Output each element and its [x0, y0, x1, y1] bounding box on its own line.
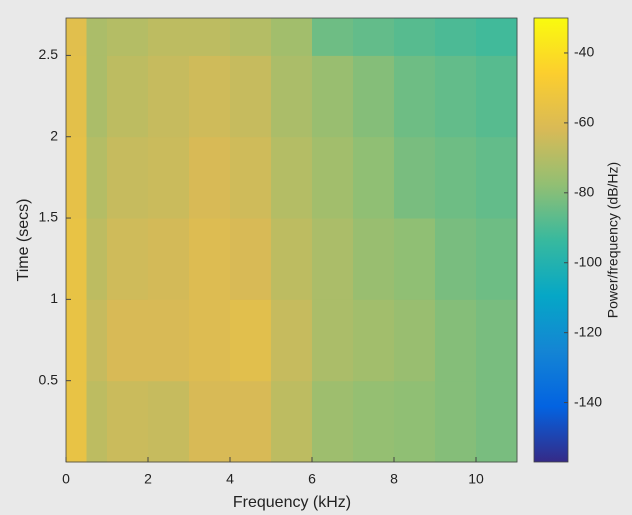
heatmap-cell — [86, 380, 108, 463]
heatmap-cell — [189, 136, 231, 219]
heatmap-cell — [476, 136, 518, 219]
heatmap-cell — [148, 380, 190, 463]
x-tick-label: 4 — [226, 471, 234, 487]
heatmap-cell — [66, 136, 87, 219]
heatmap-cell — [230, 299, 272, 382]
y-tick-label: 1 — [50, 290, 58, 306]
heatmap-cell — [435, 18, 477, 56]
heatmap-cell — [107, 218, 149, 300]
heatmap-cell — [435, 299, 477, 382]
heatmap-cell — [435, 380, 477, 463]
heatmap-cell — [66, 18, 87, 56]
y-tick-label: 2.5 — [39, 46, 59, 62]
x-axis-label: Frequency (kHz) — [233, 494, 351, 511]
heatmap-cell — [271, 55, 313, 138]
heatmap-cell — [148, 218, 190, 300]
heatmap-cell — [394, 136, 436, 219]
x-tick-label: 10 — [468, 471, 484, 487]
y-tick-label: 0.5 — [39, 371, 59, 387]
heatmap-cell — [435, 136, 477, 219]
heatmap-cell — [66, 380, 87, 463]
heatmap-cell — [148, 299, 190, 382]
heatmap-cell — [189, 299, 231, 382]
colorbar-tick-label: -140 — [574, 393, 602, 409]
heatmap-cell — [353, 55, 395, 138]
y-axis-label: Time (secs) — [15, 199, 32, 282]
heatmap-cell — [476, 18, 518, 56]
heatmap-cell — [394, 18, 436, 56]
heatmap-cell — [86, 299, 108, 382]
heatmap-cell — [230, 380, 272, 463]
colorbar-tick-label: -80 — [574, 184, 594, 200]
x-tick-label: 6 — [308, 471, 316, 487]
colorbar-label: Power/frequency (dB/Hz) — [605, 162, 621, 318]
heatmap-cell — [394, 299, 436, 382]
heatmap-cell — [271, 18, 313, 56]
heatmap-cell — [312, 55, 354, 138]
heatmap-cell — [189, 18, 231, 56]
heatmap-cell — [435, 55, 477, 138]
heatmap-cell — [230, 136, 272, 219]
heatmap-cell — [353, 136, 395, 219]
heatmap-cell — [312, 136, 354, 219]
y-tick-label: 1.5 — [39, 209, 59, 225]
heatmap-cell — [353, 218, 395, 300]
y-tick-label: 2 — [50, 127, 58, 143]
heatmap-cell — [271, 299, 313, 382]
heatmap-cell — [230, 218, 272, 300]
colorbar-tick-label: -60 — [574, 114, 594, 130]
heatmap-cell — [476, 380, 518, 463]
colorbar-tick-label: -40 — [574, 44, 594, 60]
heatmap-cell — [148, 55, 190, 138]
heatmap-cell — [148, 136, 190, 219]
plot-frame — [65, 17, 518, 463]
heatmap-cell — [66, 55, 87, 138]
heatmap-cell — [86, 55, 108, 138]
heatmap-cell — [312, 380, 354, 463]
heatmap-cell — [189, 380, 231, 463]
heatmap-cell — [271, 218, 313, 300]
heatmap-cell — [230, 55, 272, 138]
heatmap-cell — [189, 218, 231, 300]
heatmap-cell — [394, 380, 436, 463]
heatmap-cell — [476, 218, 518, 300]
heatmap-cell — [107, 299, 149, 382]
heatmap-cell — [394, 218, 436, 300]
heatmap-cell — [312, 218, 354, 300]
heatmap-cell — [148, 18, 190, 56]
colorbar — [533, 17, 569, 463]
colorbar-tick-label: -100 — [574, 253, 602, 269]
heatmap-cell — [107, 380, 149, 463]
heatmap-cell — [86, 18, 108, 56]
colorbar-tick-label: -120 — [574, 323, 602, 339]
heatmap-cell — [476, 299, 518, 382]
heatmap-cell — [353, 380, 395, 463]
heatmap-cell — [230, 18, 272, 56]
x-tick-label: 8 — [390, 471, 398, 487]
heatmap-cell — [189, 55, 231, 138]
heatmap-cell — [435, 218, 477, 300]
heatmap-cell — [86, 218, 108, 300]
x-tick-label: 2 — [144, 471, 152, 487]
heatmap-cell — [394, 55, 436, 138]
heatmap-cell — [476, 55, 518, 138]
heatmap-cell — [353, 299, 395, 382]
heatmap-cell — [312, 18, 354, 56]
heatmap-cell — [66, 299, 87, 382]
heatmap-cell — [353, 18, 395, 56]
heatmap-cell — [271, 136, 313, 219]
heatmap-cell — [66, 218, 87, 300]
heatmap-cell — [312, 299, 354, 382]
heatmap-cell — [107, 18, 149, 56]
heatmap-cell — [86, 136, 108, 219]
heatmap-cell — [271, 380, 313, 463]
x-tick-label: 0 — [62, 471, 70, 487]
heatmap-cell — [107, 136, 149, 219]
heatmap-cell — [107, 55, 149, 138]
